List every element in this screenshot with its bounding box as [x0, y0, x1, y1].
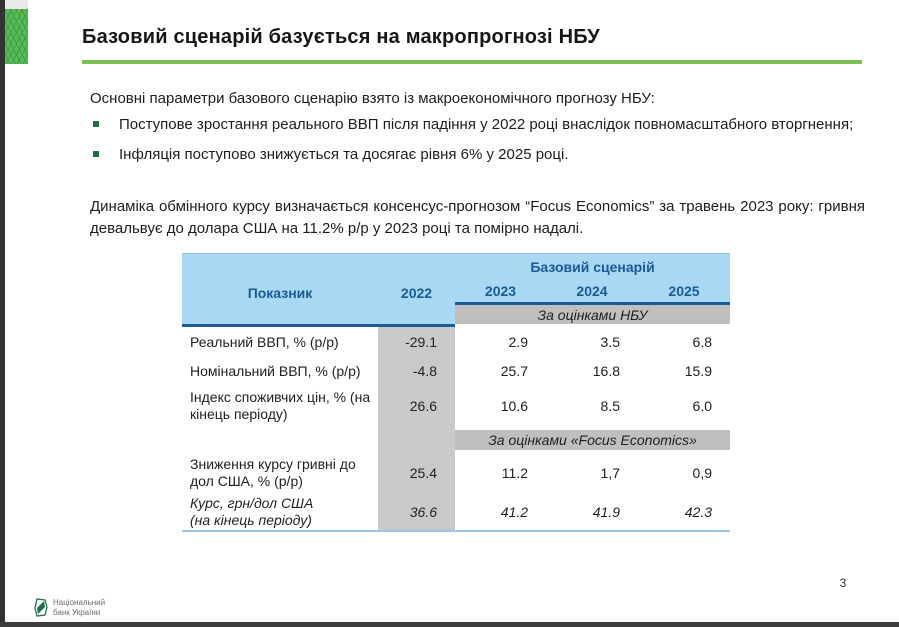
table-cell: 41.9 — [592, 503, 620, 520]
table-spacer — [378, 427, 455, 453]
row-label: Зниження курсу гривні до дол США, % (р/р… — [190, 456, 356, 489]
table-cell: 42.3 — [684, 503, 712, 520]
row-label: Індекс споживчих цін, % (на кінець періо… — [190, 389, 371, 422]
exchange-rate-paragraph: Динаміка обмінного курсу визначається ко… — [90, 198, 865, 237]
table-cell: 6.8 — [692, 334, 712, 350]
list-item: Поступове зростання реального ВВП після … — [90, 114, 868, 136]
table-scenario-header: Базовий сценарій — [455, 254, 730, 280]
table-cell: 10.6 — [500, 398, 528, 414]
table-cell: 8.5 — [600, 398, 620, 414]
column-header-2024: 2024 — [546, 280, 638, 305]
table-cell: -4.8 — [378, 357, 455, 385]
table-cell: 3.5 — [600, 334, 620, 350]
bullet-text: Поступове зростання реального ВВП після … — [119, 116, 854, 133]
table-header-spacer — [182, 305, 455, 327]
bottom-edge-strip — [0, 622, 899, 627]
band-focus-economics: За оцінками «Focus Economics» — [455, 427, 730, 453]
logo-line2: банк України — [53, 607, 101, 617]
table-cell: 25.7 — [500, 363, 528, 379]
table-cell: 41.2 — [500, 503, 528, 520]
intro-paragraph: Основні параметри базового сценарію взят… — [90, 90, 655, 107]
column-header-2025: 2025 — [638, 280, 730, 305]
column-header-2023: 2023 — [455, 280, 546, 305]
table-cell: 0,9 — [692, 465, 712, 481]
table-cell: 6.0 — [692, 398, 712, 414]
table-cell: 36.6 — [378, 493, 455, 530]
forecast-table: Базовий сценарій Показник 2022 2023 2024… — [182, 253, 730, 532]
bullet-list: Поступове зростання реального ВВП після … — [90, 114, 868, 174]
column-header-2022: 2022 — [378, 280, 455, 305]
bullet-square-icon — [93, 121, 99, 127]
row-label: Реальний ВВП, % (р/р) — [190, 333, 339, 350]
band-nbu-estimates: За оцінками НБУ — [455, 305, 730, 327]
logo-text: Національний банк України — [53, 598, 105, 617]
row-label: Курс, грн/дол США (на кінець періоду) — [190, 494, 314, 528]
row-label: Номінальний ВВП, % (р/р) — [190, 362, 361, 379]
table-header-spacer — [182, 254, 455, 280]
table-cell: -29.1 — [378, 327, 455, 357]
nbu-emblem-icon — [34, 598, 48, 617]
nbu-logo: Національний банк України — [34, 598, 105, 617]
corner-spacer — [5, 0, 28, 9]
table-cell: 2.9 — [508, 334, 528, 350]
table-cell: 15.9 — [684, 363, 712, 379]
left-edge-strip — [0, 0, 5, 627]
table-cell: 11.2 — [501, 465, 528, 481]
slide-title: Базовий сценарій базується на макропрогн… — [82, 26, 600, 48]
column-header-indicator: Показник — [182, 280, 378, 305]
page-number: 3 — [839, 576, 847, 590]
list-item: Інфляція поступово знижується та досягає… — [90, 144, 868, 166]
table-cell: 26.6 — [378, 385, 455, 427]
bullet-square-icon — [93, 151, 99, 157]
table-cell: 25.4 — [378, 453, 455, 493]
table-cell: 1,7 — [600, 465, 620, 481]
bullet-text: Інфляція поступово знижується та досягає… — [119, 146, 569, 163]
green-pattern-decoration — [5, 9, 28, 64]
title-underline — [82, 60, 862, 64]
logo-line1: Національний — [53, 598, 106, 607]
table-cell: 16.8 — [592, 363, 620, 379]
table-spacer — [182, 427, 378, 453]
